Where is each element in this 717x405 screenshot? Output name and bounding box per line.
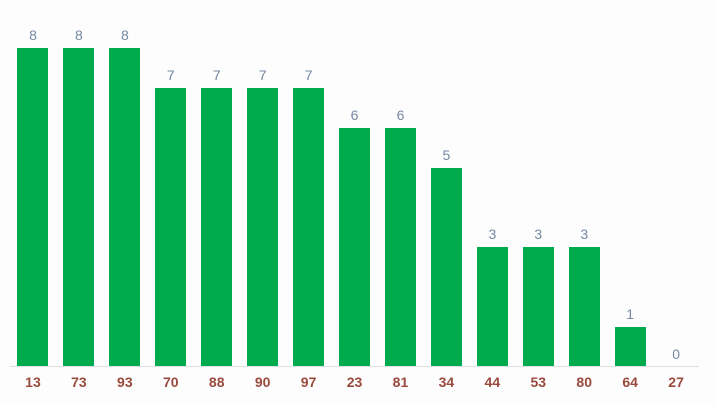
bar-value-label: 3: [488, 226, 497, 243]
bar-value-label: 3: [534, 226, 543, 243]
bar-group: 3: [561, 226, 607, 367]
x-axis-label: 34: [438, 374, 455, 390]
x-axis-line: [10, 366, 699, 367]
bar[interactable]: [247, 87, 279, 367]
x-axis-label: 81: [392, 374, 409, 390]
bar-value-label: 7: [166, 66, 175, 83]
bar[interactable]: [63, 48, 95, 367]
bar-group: 7: [286, 67, 332, 367]
x-axis-label: 90: [254, 374, 271, 390]
bar[interactable]: [522, 247, 554, 367]
x-axis: 13 73 93 70 88 90 97 23 81 34 44 53 80 64 27: [10, 367, 699, 390]
bar-group: 8: [10, 27, 56, 367]
x-axis-label: 73: [71, 374, 87, 390]
bar-value-label: 7: [258, 66, 267, 83]
bar[interactable]: [614, 327, 646, 367]
bar-value-label: 3: [580, 226, 589, 243]
bar-group: 6: [332, 107, 378, 367]
bar-value-label: 7: [304, 66, 313, 83]
bar[interactable]: [293, 87, 325, 367]
bar[interactable]: [17, 48, 49, 367]
bar-group: 8: [56, 27, 102, 367]
bar-group: 3: [515, 226, 561, 367]
x-axis-label: 53: [530, 374, 547, 390]
bar-group: 8: [102, 27, 148, 367]
bar-group: 3: [469, 226, 515, 367]
plot-area: 8 8 8 7 7 7 7 6 6 5 3 3 3 1 0: [10, 0, 699, 367]
x-axis-label: 64: [622, 374, 638, 390]
bar-value-label: 0: [672, 346, 680, 362]
x-axis-label: 97: [300, 374, 317, 390]
bar[interactable]: [476, 247, 508, 367]
bar-value-label: 8: [29, 27, 37, 43]
bar-value-label: 7: [212, 66, 221, 83]
x-axis-label: 27: [668, 374, 684, 390]
x-axis-label: 44: [484, 374, 501, 390]
bar-group: 6: [378, 107, 424, 367]
x-axis-label: 13: [25, 374, 41, 390]
bar-value-label: 8: [120, 27, 129, 43]
bar-value-label: 5: [442, 146, 451, 163]
bar[interactable]: [568, 247, 600, 367]
x-axis-label: 70: [162, 374, 179, 390]
bar[interactable]: [155, 87, 187, 367]
bar[interactable]: [201, 87, 233, 367]
bar-group: 7: [148, 67, 194, 367]
bar-value-label: 6: [396, 106, 405, 123]
bar-value-label: 1: [626, 306, 635, 323]
bar[interactable]: [339, 127, 371, 367]
x-axis-label: 80: [576, 374, 592, 390]
bar[interactable]: [430, 167, 462, 367]
bar-value-label: 6: [350, 106, 359, 123]
bar-group: 5: [423, 147, 469, 367]
bar[interactable]: [109, 48, 141, 367]
x-axis-label: 93: [117, 374, 133, 390]
bar-group: 0: [653, 346, 699, 367]
bar-group: 1: [607, 306, 653, 367]
x-axis-label: 88: [208, 374, 225, 390]
x-axis-label: 23: [346, 374, 363, 390]
bar-group: 7: [194, 67, 240, 367]
bar-group: 7: [240, 67, 286, 367]
bar-value-label: 8: [75, 27, 83, 43]
bar[interactable]: [384, 127, 416, 367]
